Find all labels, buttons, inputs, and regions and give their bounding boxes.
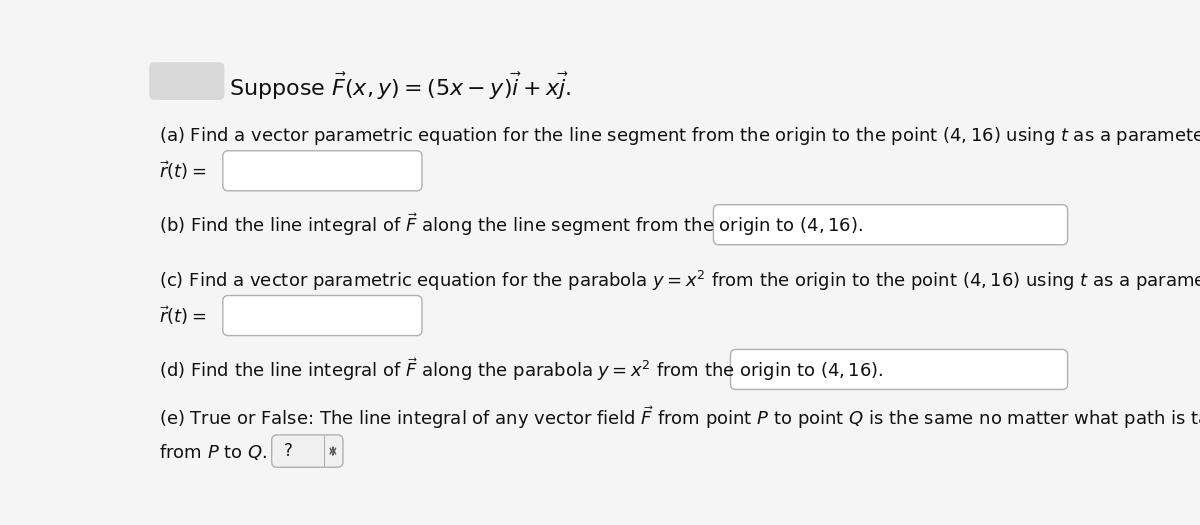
Text: (c) Find a vector parametric equation for the parabola $y = x^2$ from the origin: (c) Find a vector parametric equation fo… <box>160 269 1200 293</box>
Text: (e) True or False: The line integral of any vector field $\vec{F}$ from point $P: (e) True or False: The line integral of … <box>160 404 1200 430</box>
Text: ?: ? <box>283 443 292 460</box>
Text: $\vec{r}(t) =$: $\vec{r}(t) =$ <box>160 160 206 182</box>
FancyBboxPatch shape <box>223 151 422 191</box>
Text: $\vec{r}(t) =$: $\vec{r}(t) =$ <box>160 304 206 327</box>
FancyBboxPatch shape <box>149 62 224 100</box>
FancyBboxPatch shape <box>223 296 422 335</box>
Text: from $P$ to $Q$.: from $P$ to $Q$. <box>160 442 268 462</box>
FancyBboxPatch shape <box>271 435 343 467</box>
Text: (a) Find a vector parametric equation for the line segment from the origin to th: (a) Find a vector parametric equation fo… <box>160 125 1200 147</box>
FancyBboxPatch shape <box>731 350 1068 390</box>
FancyBboxPatch shape <box>714 205 1068 245</box>
Text: (b) Find the line integral of $\vec{F}$ along the line segment from the origin t: (b) Find the line integral of $\vec{F}$ … <box>160 211 863 238</box>
Text: Suppose $\vec{F}(x, y) = (5x - y)\vec{i} + x\vec{j}.$: Suppose $\vec{F}(x, y) = (5x - y)\vec{i}… <box>229 70 571 102</box>
Text: (d) Find the line integral of $\vec{F}$ along the parabola $y = x^2$ from the or: (d) Find the line integral of $\vec{F}$ … <box>160 356 884 383</box>
